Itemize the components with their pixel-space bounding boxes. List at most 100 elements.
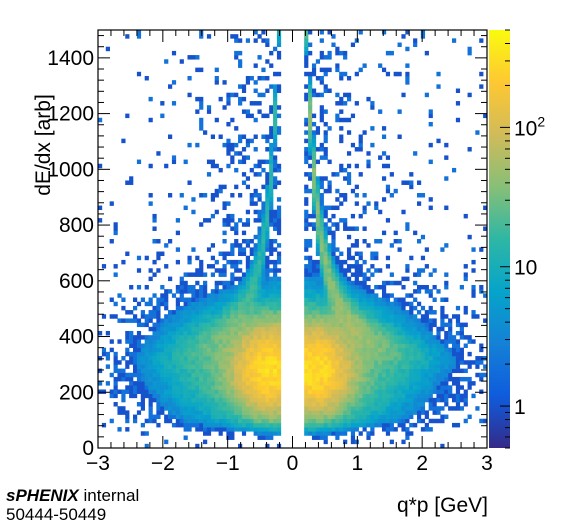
- heatmap-cell: [206, 347, 212, 353]
- heatmap-cell: [187, 335, 192, 340]
- heatmap-cell: [179, 335, 184, 340]
- heatmap-cell: [249, 402, 254, 407]
- heatmap-cell: [253, 422, 258, 428]
- heatmap-cell: [249, 381, 254, 386]
- heatmap-cell: [238, 50, 243, 56]
- heatmap-cell: [245, 209, 251, 215]
- heatmap-cell: [358, 431, 363, 436]
- heatmap-cell: [339, 402, 344, 407]
- heatmap-cell: [156, 326, 161, 332]
- heatmap-cell: [249, 101, 254, 106]
- heatmap-cell: [350, 213, 356, 219]
- heatmap-cell: [273, 247, 278, 252]
- heatmap-cell: [331, 431, 336, 436]
- heatmap-cell: [327, 268, 332, 273]
- heatmap-cell: [152, 213, 157, 219]
- heatmap-cell: [308, 163, 313, 169]
- heatmap-cell: [389, 326, 394, 332]
- heatmap-cell: [140, 406, 145, 411]
- heatmap-cell: [257, 276, 262, 282]
- heatmap-cell: [261, 67, 266, 73]
- heatmap-cell: [393, 360, 398, 365]
- heatmap-cell: [319, 427, 324, 432]
- heatmap-cell: [381, 289, 387, 294]
- heatmap-cell: [448, 330, 453, 336]
- heatmap-cell: [199, 376, 204, 382]
- heatmap-cell: [308, 126, 313, 131]
- heatmap-cell: [389, 356, 394, 361]
- heatmap-cell: [203, 314, 208, 319]
- heatmap-cell: [354, 343, 359, 348]
- heatmap-cell: [370, 356, 375, 361]
- heatmap-cell: [428, 397, 433, 403]
- heatmap-cell: [230, 314, 235, 319]
- heatmap-cell: [214, 318, 219, 323]
- heatmap-cell: [249, 289, 254, 294]
- heatmap-cell: [273, 393, 278, 399]
- heatmap-cell: [378, 376, 383, 382]
- heatmap-cell: [269, 293, 274, 298]
- heatmap-cell: [343, 226, 348, 231]
- heatmap-cell: [183, 368, 188, 374]
- heatmap-cell: [401, 418, 406, 424]
- heatmap-cell: [164, 385, 169, 390]
- heatmap-cell: [230, 410, 235, 415]
- heatmap-cell: [265, 368, 270, 374]
- heatmap-cell: [241, 297, 247, 302]
- heatmap-cell: [304, 301, 309, 307]
- heatmap-cell: [175, 305, 180, 311]
- heatmap-cell: [308, 130, 313, 135]
- heatmap-cell: [214, 356, 219, 361]
- heatmap-cell: [226, 314, 231, 319]
- heatmap-cell: [199, 126, 204, 131]
- heatmap-cell: [234, 293, 239, 298]
- heatmap-cell: [144, 75, 149, 81]
- heatmap-cell: [327, 431, 332, 436]
- heatmap-cell: [366, 293, 371, 298]
- heatmap-cell: [354, 360, 359, 365]
- heatmap-cell: [222, 222, 227, 227]
- heatmap-cell: [269, 381, 274, 386]
- heatmap-cell: [249, 284, 254, 290]
- heatmap-cell: [397, 330, 402, 336]
- heatmap-cell: [315, 397, 321, 403]
- heatmap-cell: [323, 130, 328, 135]
- heatmap-cell: [203, 218, 208, 223]
- heatmap-cell: [448, 360, 453, 365]
- heatmap-cell: [339, 385, 344, 390]
- heatmap-cell: [241, 276, 247, 282]
- heatmap-cell: [121, 138, 126, 144]
- heatmap-cell: [199, 330, 204, 336]
- heatmap-cell: [269, 218, 274, 223]
- heatmap-cell: [370, 105, 375, 110]
- heatmap-cell: [315, 130, 321, 135]
- heatmap-cell: [179, 351, 184, 357]
- heatmap-cell: [444, 330, 449, 336]
- heatmap-cell: [358, 397, 363, 403]
- heatmap-cell: [241, 289, 247, 294]
- heatmap-cell: [199, 96, 204, 102]
- heatmap-cell: [393, 347, 398, 353]
- heatmap-cell: [241, 376, 247, 382]
- heatmap-cell: [210, 193, 215, 198]
- heatmap-cell: [432, 335, 437, 340]
- heatmap-cell: [381, 422, 387, 428]
- heatmap-cell: [335, 113, 340, 119]
- heatmap-cell: [148, 356, 153, 361]
- heatmap-cell: [245, 360, 251, 365]
- heatmap-cell: [346, 410, 352, 415]
- heatmap-cell: [164, 351, 169, 357]
- heatmap-cell: [335, 272, 340, 277]
- heatmap-cell: [331, 243, 336, 248]
- heatmap-cell: [136, 402, 142, 407]
- heatmap-cell: [203, 193, 208, 198]
- heatmap-cell: [245, 393, 251, 399]
- heatmap-cell: [339, 376, 344, 382]
- heatmap-cell: [413, 305, 418, 311]
- heatmap-cell: [195, 372, 200, 378]
- heatmap-cell: [133, 414, 138, 420]
- heatmap-cell: [203, 130, 208, 135]
- heatmap-cell: [238, 138, 243, 144]
- heatmap-cell: [210, 343, 215, 348]
- heatmap-cell: [195, 268, 200, 273]
